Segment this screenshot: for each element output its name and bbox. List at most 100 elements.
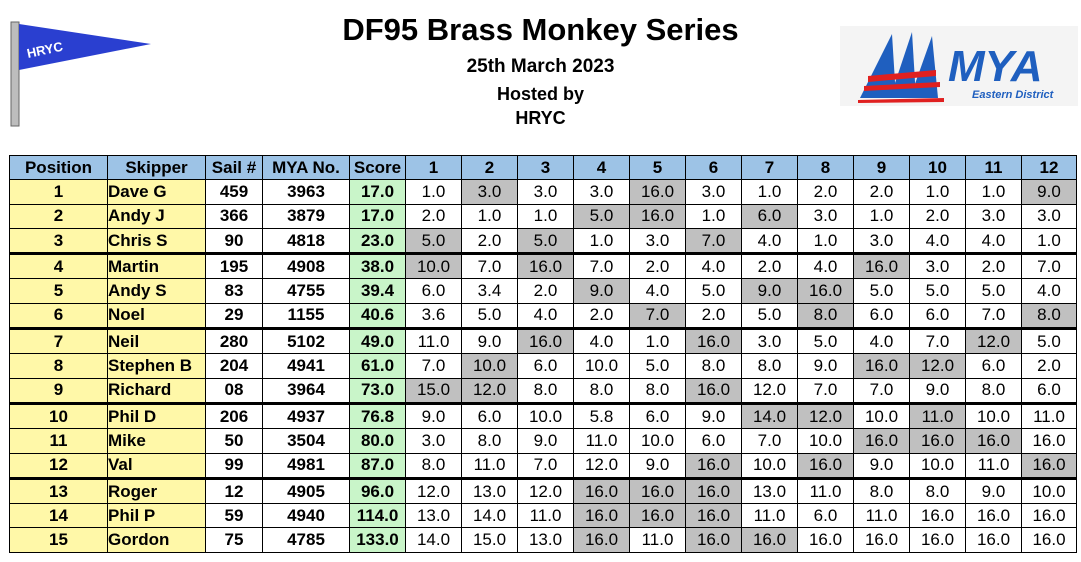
- race-result-cell: 2.0: [517, 278, 574, 304]
- race-result-cell: 9.0: [461, 327, 518, 355]
- race-result-cell: 2.0: [629, 252, 686, 280]
- race-result-cell: 5.8: [573, 401, 630, 430]
- race-result-cell: 3.0: [517, 179, 574, 205]
- race-result-cell: 2.0: [405, 203, 462, 229]
- discarded-race-cell: 16.0: [1021, 452, 1077, 479]
- race-result-cell: 2.0: [909, 203, 966, 229]
- skipper-cell: Martin: [107, 252, 206, 280]
- discarded-race-cell: 7.0: [629, 302, 686, 330]
- race-result-cell: 6.0: [629, 401, 686, 430]
- position-cell: 11: [9, 428, 108, 454]
- discarded-race-cell: 16.0: [629, 203, 686, 229]
- column-header: 1: [405, 154, 462, 181]
- mya-number-cell: 4905: [262, 476, 350, 505]
- table-row: 6 Noel 29 1155 40.6 3.6 5.0 4.0 2.0 7.0 2.0 5.0 8.0 6…: [9, 302, 1077, 330]
- race-result-cell: 5.0: [797, 327, 854, 355]
- column-header: 5: [629, 154, 686, 181]
- discarded-race-cell: 16.0: [573, 476, 630, 505]
- position-cell: 7: [9, 327, 108, 355]
- race-result-cell: 1.0: [629, 327, 686, 355]
- race-result-cell: 8.0: [741, 353, 798, 379]
- race-result-cell: 3.6: [405, 302, 462, 330]
- race-result-cell: 7.0: [405, 353, 462, 379]
- race-result-cell: 5.0: [853, 278, 910, 304]
- race-result-cell: 5.0: [965, 278, 1022, 304]
- table-row: 12 Val 99 4981 87.0 8.0 11.0 7.0 12.0 9.0 16.0 10.0…: [9, 452, 1077, 479]
- race-result-cell: 2.0: [461, 227, 518, 255]
- discarded-race-cell: 8.0: [797, 302, 854, 330]
- race-result-cell: 3.0: [909, 252, 966, 280]
- column-header: 8: [797, 154, 854, 181]
- race-result-cell: 9.0: [909, 377, 966, 404]
- discarded-race-cell: 12.0: [461, 377, 518, 404]
- score-cell: 73.0: [349, 377, 406, 404]
- race-result-cell: 16.0: [1021, 428, 1077, 454]
- sail-number-cell: 50: [205, 428, 263, 454]
- race-result-cell: 9.0: [685, 401, 742, 430]
- discarded-race-cell: 16.0: [517, 327, 574, 355]
- discarded-race-cell: 11.0: [909, 401, 966, 430]
- mya-number-cell: 4818: [262, 227, 350, 255]
- race-result-cell: 7.0: [461, 252, 518, 280]
- race-result-cell: 4.0: [853, 327, 910, 355]
- race-result-cell: 3.0: [1021, 203, 1077, 229]
- race-result-cell: 9.0: [797, 353, 854, 379]
- race-result-cell: 8.0: [629, 377, 686, 404]
- race-result-cell: 4.0: [629, 278, 686, 304]
- discarded-race-cell: 9.0: [741, 278, 798, 304]
- race-result-cell: 7.0: [965, 302, 1022, 330]
- score-cell: 133.0: [349, 527, 406, 553]
- discarded-race-cell: 16.0: [797, 278, 854, 304]
- race-result-cell: 12.0: [517, 476, 574, 505]
- table-row: 14 Phil P 59 4940 114.0 13.0 14.0 11.0 16.0 16.0 1…: [9, 503, 1077, 529]
- discarded-race-cell: 9.0: [573, 278, 630, 304]
- discarded-race-cell: 16.0: [629, 476, 686, 505]
- discarded-race-cell: 10.0: [405, 252, 462, 280]
- race-result-cell: 3.4: [461, 278, 518, 304]
- sail-number-cell: 280: [205, 327, 263, 355]
- discarded-race-cell: 5.0: [405, 227, 462, 255]
- race-result-cell: 3.0: [573, 179, 630, 205]
- race-result-cell: 6.0: [1021, 377, 1077, 404]
- position-cell: 1: [9, 179, 108, 205]
- table-header-row: Position Skipper Sail # MYA No. Score 1 2 3 4 5 6 7…: [9, 154, 1077, 181]
- race-result-cell: 16.0: [965, 527, 1022, 553]
- race-result-cell: 11.0: [405, 327, 462, 355]
- position-cell: 2: [9, 203, 108, 229]
- table-row: 5 Andy S 83 4755 39.4 6.0 3.4 2.0 9.0 4.0 5.0 9.0 16…: [9, 278, 1077, 304]
- race-result-cell: 3.0: [405, 428, 462, 454]
- table-row: 3 Chris S 90 4818 23.0 5.0 2.0 5.0 1.0 3.0 7.0 4.0 1…: [9, 227, 1077, 255]
- race-result-cell: 5.0: [461, 302, 518, 330]
- table-row: 2 Andy J 366 3879 17.0 2.0 1.0 1.0 5.0 16.0 1.0 6.0…: [9, 203, 1077, 229]
- discarded-race-cell: 12.0: [965, 327, 1022, 355]
- discarded-race-cell: 3.0: [461, 179, 518, 205]
- host-club: HRYC: [515, 108, 566, 128]
- score-cell: 80.0: [349, 428, 406, 454]
- discarded-race-cell: 16.0: [685, 527, 742, 553]
- discarded-race-cell: 5.0: [573, 203, 630, 229]
- race-result-cell: 13.0: [405, 503, 462, 529]
- discarded-race-cell: 16.0: [909, 428, 966, 454]
- race-result-cell: 5.0: [1021, 327, 1077, 355]
- table-row: 9 Richard 08 3964 73.0 15.0 12.0 8.0 8.0 8.0 16.0 1…: [9, 377, 1077, 404]
- discarded-race-cell: 9.0: [1021, 179, 1077, 205]
- skipper-cell: Stephen B: [107, 353, 206, 379]
- discarded-race-cell: 15.0: [405, 377, 462, 404]
- race-result-cell: 1.0: [1021, 227, 1077, 255]
- race-result-cell: 5.0: [629, 353, 686, 379]
- mya-number-cell: 4937: [262, 401, 350, 430]
- race-result-cell: 7.0: [517, 452, 574, 479]
- discarded-race-cell: 16.0: [853, 428, 910, 454]
- position-cell: 10: [9, 401, 108, 430]
- skipper-cell: Andy J: [107, 203, 206, 229]
- score-cell: 114.0: [349, 503, 406, 529]
- race-result-cell: 11.0: [797, 476, 854, 505]
- race-result-cell: 2.0: [741, 252, 798, 280]
- position-cell: 6: [9, 302, 108, 330]
- sail-number-cell: 206: [205, 401, 263, 430]
- column-header: Sail #: [205, 154, 263, 181]
- race-result-cell: 16.0: [1021, 527, 1077, 553]
- race-result-cell: 4.0: [573, 327, 630, 355]
- race-result-cell: 10.0: [741, 452, 798, 479]
- mya-number-cell: 4755: [262, 278, 350, 304]
